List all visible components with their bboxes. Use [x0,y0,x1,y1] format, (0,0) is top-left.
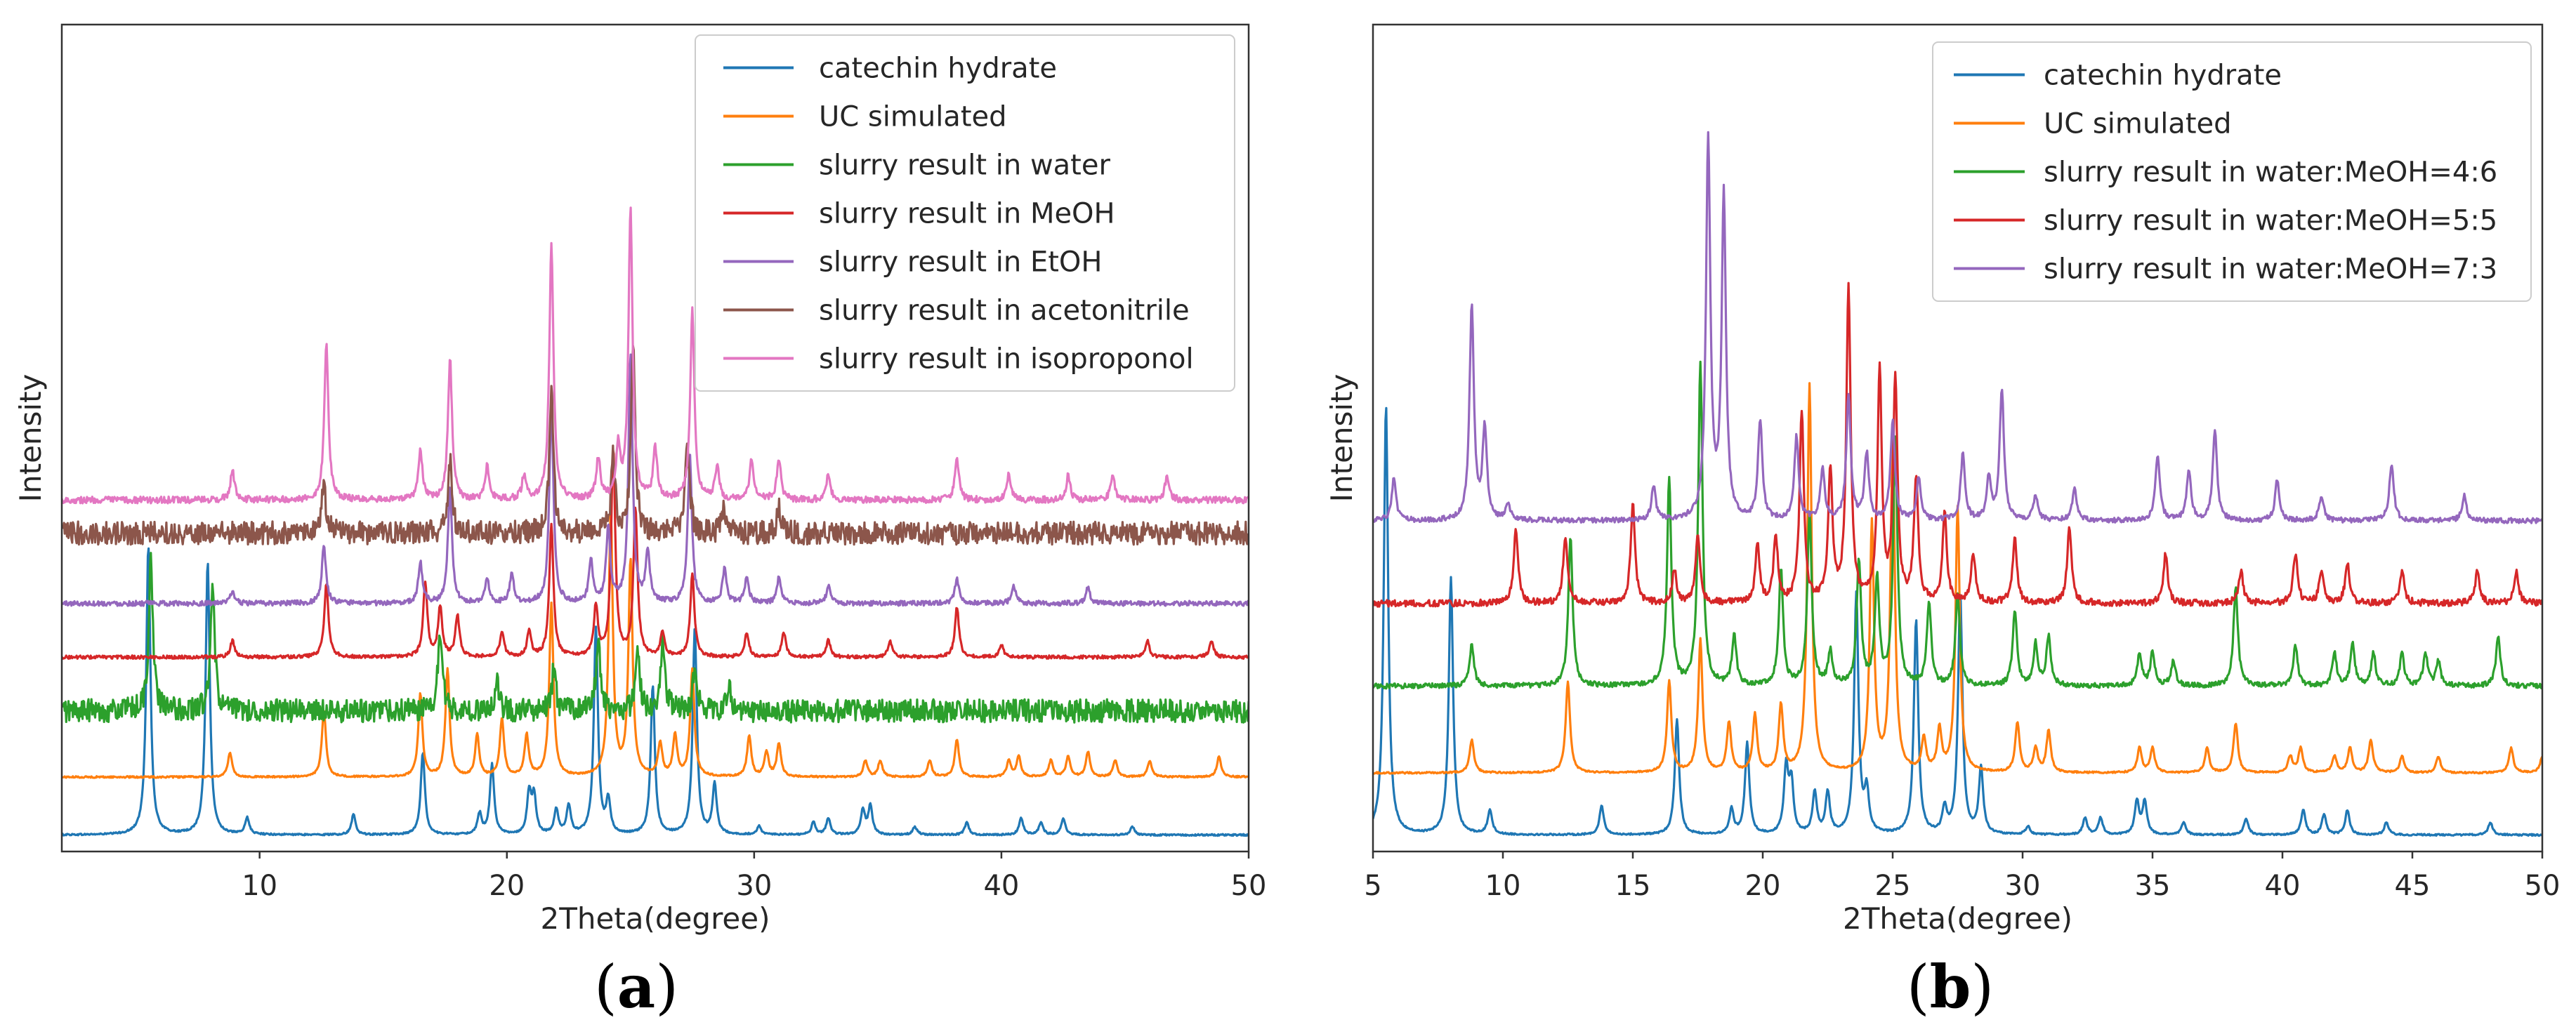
legend-label-b-1: UC simulated [2044,108,2232,140]
x-tick-label-b-3: 20 [1745,870,1781,902]
x-tick-label-b-0: 5 [1364,870,1381,902]
y-axis-label-b: Intensity [1325,374,1359,503]
legend-label-a-5: slurry result in acetonitrile [819,295,1190,327]
legend-label-b-2: slurry result in water:MeOH=4:6 [2044,157,2497,189]
plot-frame-a [60,23,1250,853]
x-tick-label-b-2: 15 [1615,870,1651,902]
legend-label-a-0: catechin hydrate [819,53,1057,85]
x-tick-label-a-4: 50 [1231,870,1267,902]
series-line-a-0 [62,547,1249,837]
x-axis-label-b: 2Theta(degree) [1843,901,2072,936]
chart-panel-b: 5 10 15 20 25 30 35 40 45 50 2Theta(degree) Intensi… [1325,23,2561,1021]
legend-b: catechin hydrate UC simulated slurry resul… [1932,41,2532,302]
series-line-a-5 [62,344,1249,546]
x-tick-label-b-6: 35 [2135,870,2171,902]
x-tick-label-b-1: 10 [1485,870,1521,902]
legend-label-a-1: UC simulated [819,101,1007,133]
x-tick-label-b-5: 30 [2005,870,2041,902]
series-line-b-3 [1373,281,2542,608]
series-line-a-3 [62,449,1249,660]
series-line-b-4 [1373,131,2542,524]
legend-label-a-6: slurry result in isoproponol [819,343,1194,376]
y-axis-label-a: Intensity [13,374,48,503]
series-line-a-4 [62,353,1249,607]
x-tick-label-b-4: 25 [1875,870,1911,902]
series-line-b-0 [1373,406,2542,837]
series-lines-b [1373,131,2542,837]
legend-label-a-3: slurry result in MeOH [819,198,1115,230]
legend-a: catechin hydrate UC simulated slurry resul… [695,34,1235,392]
chart-panel-a: 10 20 30 40 50 2Theta(degree) Intensity catechi… [13,23,1267,1021]
plot-frame-b [1372,23,2544,853]
legend-label-b-0: catechin hydrate [2044,60,2282,92]
x-axis-label-a: 2Theta(degree) [541,901,770,936]
legend-box-a [695,34,1235,392]
legend-label-b-4: slurry result in water:MeOH=7:3 [2044,253,2497,286]
x-tick-label-a-1: 20 [489,870,525,902]
legend-label-a-4: slurry result in EtOH [819,246,1102,279]
series-line-a-1 [62,507,1249,779]
series-line-a-2 [62,552,1249,724]
x-tick-label-a-3: 40 [983,870,1019,902]
legend-box-b [1932,41,2532,302]
x-tick-label-a-2: 30 [736,870,772,902]
x-tick-label-a-0: 10 [242,870,277,902]
series-lines-a [62,206,1249,837]
series-line-a-6 [62,206,1249,505]
legend-label-b-3: slurry result in water:MeOH=5:5 [2044,205,2497,237]
panel-label-a: (a) [594,952,678,1021]
x-tick-label-b-9: 50 [2525,870,2561,902]
x-tick-label-b-8: 45 [2395,870,2431,902]
panel-label-b: (b) [1907,952,1994,1021]
x-tick-label-b-7: 40 [2265,870,2301,902]
legend-label-a-2: slurry result in water [819,150,1110,182]
